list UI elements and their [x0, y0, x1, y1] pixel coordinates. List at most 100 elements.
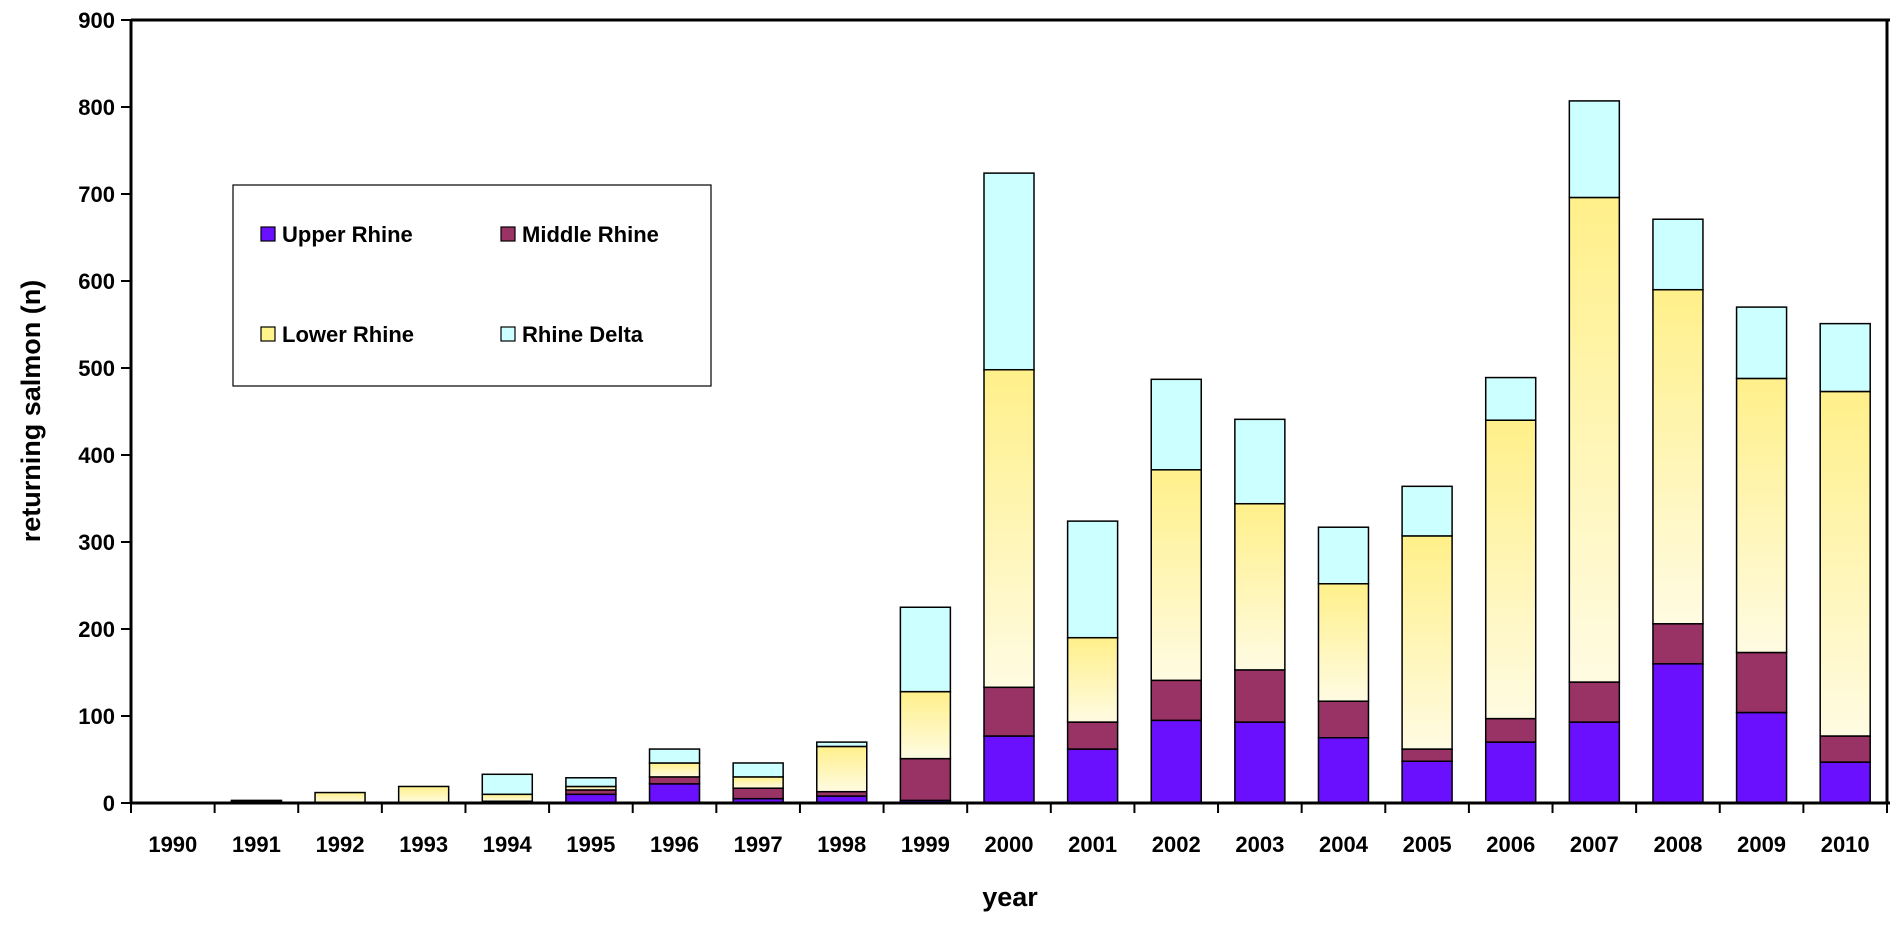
x-tick-label: 2008	[1653, 832, 1702, 857]
bar-segment-rhine-delta	[648, 748, 701, 764]
y-axis-ticks: 0 100 200 300 400 500 600 700 800 900	[78, 8, 131, 816]
x-axis-title: year	[982, 882, 1038, 912]
bar-segment-upper-rhine	[1401, 760, 1453, 804]
legend: Upper Rhine Middle Rhine Lower Rhine Rhine …	[232, 184, 712, 387]
bar-segment-rhine-delta	[230, 799, 283, 803]
bar-segment-rhine-delta	[1066, 520, 1119, 639]
x-tick-label: 1996	[650, 832, 699, 857]
x-tick-label: 2000	[985, 832, 1034, 857]
x-tick-label: 2009	[1737, 832, 1786, 857]
bar-segment-middle-rhine	[1484, 717, 1537, 743]
x-tick-label: 1990	[148, 832, 197, 857]
x-tick-label: 2004	[1319, 832, 1369, 857]
x-tick-label: 2006	[1486, 832, 1535, 857]
bar-segment-lower-rhine	[1150, 469, 1202, 682]
bar-segment-lower-rhine	[732, 776, 784, 789]
bar-segment-lower-rhine	[1234, 502, 1286, 671]
bar-segment-rhine-delta	[1652, 218, 1704, 291]
bar-segment-middle-rhine	[1819, 735, 1871, 763]
bar-segment-upper-rhine	[648, 783, 701, 804]
bar-segment-middle-rhine	[1568, 681, 1621, 723]
bar-segment-rhine-delta	[1735, 306, 1788, 380]
bar-segment-middle-rhine	[732, 787, 784, 800]
bar-segment-lower-rhine	[397, 785, 450, 804]
bar-segment-rhine-delta	[1317, 526, 1370, 585]
legend-swatch	[500, 226, 516, 242]
y-axis-title: returning salmon (n)	[16, 280, 46, 543]
bar-segment-rhine-delta	[1819, 322, 1871, 393]
bar-segment-rhine-delta	[1568, 100, 1621, 199]
x-tick-label: 1998	[817, 832, 866, 857]
bar-segment-middle-rhine	[1317, 700, 1370, 739]
bar-segment-rhine-delta	[732, 762, 784, 778]
y-tick-label: 600	[78, 269, 115, 294]
bar-segment-lower-rhine	[481, 793, 534, 803]
legend-swatch	[500, 326, 516, 342]
bar-segment-upper-rhine	[1819, 761, 1871, 804]
bar-segment-upper-rhine	[1066, 748, 1119, 804]
x-tick-label: 2003	[1235, 832, 1284, 857]
bar-segment-upper-rhine	[1568, 721, 1621, 804]
legend-label: Lower Rhine	[282, 322, 414, 347]
y-tick-label: 500	[78, 356, 115, 381]
x-tick-label: 2002	[1152, 832, 1201, 857]
bar-segment-lower-rhine	[899, 690, 952, 760]
bar-segment-upper-rhine	[1652, 663, 1704, 804]
bar-segment-lower-rhine	[1568, 196, 1621, 683]
legend-box	[232, 184, 712, 387]
bar-segment-middle-rhine	[1735, 651, 1788, 714]
bar-segment-upper-rhine	[1735, 711, 1788, 804]
x-tick-label: 1992	[316, 832, 365, 857]
x-axis-ticks: 1990 1991 1992 1993 1994 1995 1996 1997 1998 1999…	[130, 803, 1888, 857]
y-tick-label: 200	[78, 617, 115, 642]
bar-segment-middle-rhine	[983, 686, 1035, 737]
bar-segment-lower-rhine	[983, 368, 1035, 689]
bar-segment-middle-rhine	[1401, 748, 1453, 762]
bar-segment-upper-rhine	[983, 735, 1035, 804]
legend-swatch	[260, 226, 276, 242]
bar-segment-lower-rhine	[1735, 377, 1788, 654]
bar-segment-upper-rhine	[1234, 721, 1286, 804]
bar-segment-middle-rhine	[1652, 623, 1704, 665]
bar-segment-lower-rhine	[314, 791, 366, 804]
bar-segment-lower-rhine	[1066, 636, 1119, 723]
x-tick-label: 2007	[1570, 832, 1619, 857]
x-tick-label: 1997	[734, 832, 783, 857]
bar-segment-middle-rhine	[648, 776, 701, 785]
bar-segment-rhine-delta	[565, 777, 617, 788]
bar-segment-middle-rhine	[1150, 679, 1202, 722]
y-tick-label: 300	[78, 530, 115, 555]
legend-swatch	[260, 326, 276, 342]
bar-segment-middle-rhine	[1234, 669, 1286, 723]
bar-segment-lower-rhine	[1652, 288, 1704, 625]
bar-segment-lower-rhine	[1317, 583, 1370, 702]
y-tick-label: 400	[78, 443, 115, 468]
y-tick-label: 0	[103, 791, 115, 816]
bars-group	[230, 100, 1871, 804]
bar-segment-lower-rhine	[648, 762, 701, 778]
bar-segment-middle-rhine	[1066, 721, 1119, 750]
legend-label: Rhine Delta	[522, 322, 644, 347]
bar-segment-lower-rhine	[1484, 419, 1537, 720]
bar-segment-rhine-delta	[983, 172, 1035, 371]
x-tick-label: 1993	[399, 832, 448, 857]
bar-segment-rhine-delta	[816, 741, 868, 748]
x-tick-label: 2005	[1403, 832, 1452, 857]
bar-segment-rhine-delta	[481, 773, 534, 796]
y-tick-label: 900	[78, 8, 115, 33]
bar-segment-lower-rhine	[816, 745, 868, 793]
x-tick-label: 1999	[901, 832, 950, 857]
x-tick-label: 2010	[1821, 832, 1870, 857]
bar-segment-rhine-delta	[899, 606, 952, 693]
y-tick-label: 100	[78, 704, 115, 729]
bar-segment-lower-rhine	[1819, 390, 1871, 737]
x-tick-label: 2001	[1068, 832, 1117, 857]
legend-label: Upper Rhine	[282, 222, 413, 247]
x-tick-label: 1994	[483, 832, 533, 857]
bar-segment-middle-rhine	[899, 757, 952, 802]
x-tick-label: 1995	[566, 832, 615, 857]
bar-segment-upper-rhine	[1484, 741, 1537, 804]
bar-segment-upper-rhine	[1150, 719, 1202, 804]
y-tick-label: 800	[78, 95, 115, 120]
